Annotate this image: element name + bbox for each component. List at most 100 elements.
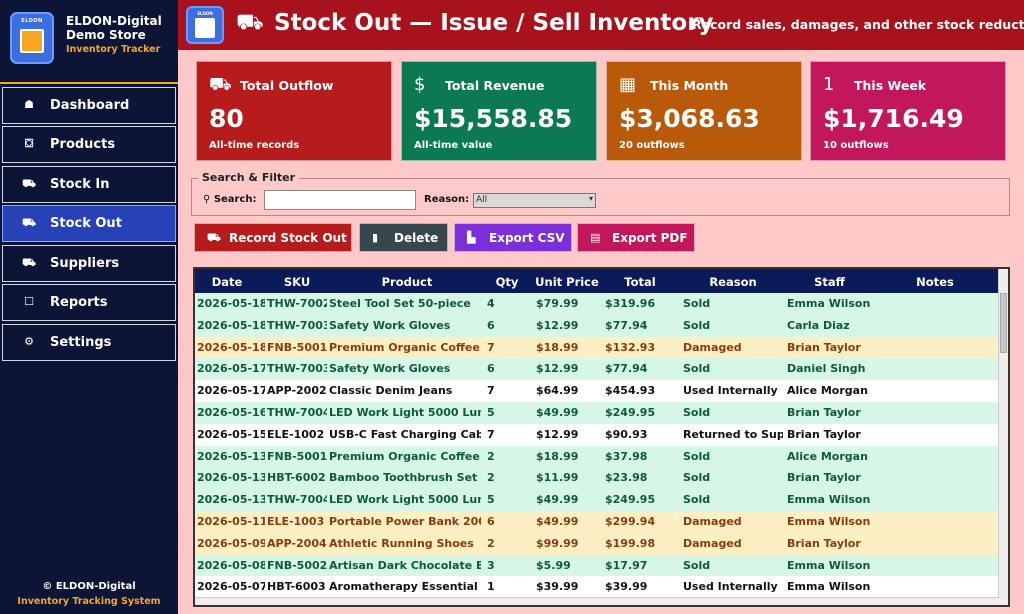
sidebar-item-settings[interactable]: ⚙ Settings bbox=[2, 324, 176, 361]
logo-text: ELDON bbox=[21, 18, 43, 24]
column-header-reason[interactable]: Reason bbox=[709, 275, 757, 289]
sidebar-item-suppliers[interactable]: ⛟ Suppliers bbox=[2, 245, 176, 282]
vertical-scrollbar[interactable] bbox=[998, 269, 1008, 605]
table-row[interactable]: 2026-05-15 ELE-1002 USB-C Fast Charging Ca… bbox=[195, 423, 1000, 446]
scroll-thumb[interactable] bbox=[1000, 293, 1007, 353]
footer-system-name: Inventory Tracking System bbox=[17, 596, 161, 607]
column-header-product[interactable]: Product bbox=[381, 275, 433, 289]
date-cell: 2026-05-11 bbox=[197, 515, 265, 528]
table-row[interactable]: 2026-05-18 THW-7002 Steel Tool Set 50-piec… bbox=[195, 293, 1000, 315]
reason-cell: Used Internally bbox=[683, 384, 778, 398]
total-cell: $17.97 bbox=[605, 558, 648, 572]
reason-select[interactable]: All ▾ bbox=[473, 193, 596, 208]
column-header-qty[interactable]: Qty bbox=[495, 275, 519, 289]
product-cell: Classic Denim Jeans bbox=[329, 384, 453, 398]
page-title: Stock Out — Issue / Sell Inventory bbox=[274, 10, 714, 36]
column-header-date[interactable]: Date bbox=[211, 275, 243, 289]
export-pdf-button[interactable]: ▤ Export PDF bbox=[577, 223, 695, 252]
delete-button[interactable]: ▮ Delete bbox=[359, 223, 448, 252]
sku-cell: THW-7003 bbox=[267, 362, 327, 376]
sidebar-item-reports[interactable]: ☐ Reports bbox=[2, 284, 176, 321]
record-stock-out-button[interactable]: ⛟ Record Stock Out bbox=[194, 223, 352, 252]
product-cell: Steel Tool Set 50-piece bbox=[329, 297, 471, 310]
stock-out-icon: ⛟ bbox=[236, 10, 264, 35]
sidebar-item-label: Reports bbox=[50, 295, 108, 310]
product-cell: USB-C Fast Charging Cable bbox=[329, 427, 481, 441]
total-cell: $299.94 bbox=[605, 515, 656, 528]
qty-cell: 2 bbox=[487, 471, 495, 485]
reason-cell: Used Internally bbox=[683, 580, 778, 594]
date-cell: 2026-05-18 bbox=[197, 318, 265, 332]
column-header-total[interactable]: Total bbox=[624, 275, 656, 289]
reason-cell: Sold bbox=[683, 297, 711, 310]
sidebar-item-label: Dashboard bbox=[50, 98, 130, 113]
product-cell: Athletic Running Shoes bbox=[329, 536, 474, 550]
stat-card-title: Total Outflow bbox=[240, 78, 334, 93]
reason-cell: Sold bbox=[683, 362, 711, 376]
footer-copyright: © ELDON-Digital bbox=[42, 581, 136, 592]
product-cell: Aromatherapy Essential Oi bbox=[329, 580, 481, 594]
date-cell: 2026-05-16 bbox=[197, 406, 265, 419]
box-icon: ⛋ bbox=[24, 137, 34, 150]
search-filter-group bbox=[191, 178, 1010, 216]
sku-cell: THW-7004 bbox=[267, 493, 327, 507]
unit-price-cell: $12.99 bbox=[536, 318, 579, 332]
table-row[interactable]: 2026-05-13 FNB-5001 Premium Organic Coffee… bbox=[195, 445, 1000, 468]
date-cell: 2026-05-17 bbox=[197, 384, 265, 398]
sidebar-item-products[interactable]: ⛋ Products bbox=[2, 126, 176, 163]
horizontal-scrollbar[interactable] bbox=[195, 597, 1000, 605]
unit-price-cell: $39.99 bbox=[536, 580, 579, 594]
column-header-unit-price[interactable]: Unit Price bbox=[535, 275, 599, 289]
sidebar-item-dashboard[interactable]: ☗ Dashboard bbox=[2, 87, 176, 124]
table-row[interactable]: 2026-05-18 THW-7003 Safety Work Gloves 6 $12… bbox=[195, 314, 1000, 337]
export-csv-button[interactable]: ▙ Export CSV bbox=[454, 223, 572, 252]
outflow-icon: ⛟ bbox=[209, 74, 232, 95]
column-header-sku[interactable]: SKU bbox=[283, 275, 311, 289]
sidebar-item-stock-out[interactable]: ⛟ Stock Out bbox=[2, 205, 176, 242]
stock-out-icon: ⛟ bbox=[22, 216, 36, 229]
chevron-down-icon: ▾ bbox=[588, 194, 593, 203]
brand-divider bbox=[0, 82, 178, 84]
table-row[interactable]: 2026-05-13 HBT-6002 Bamboo Toothbrush Set 2… bbox=[195, 467, 1000, 490]
sku-cell: FNB-5001 bbox=[267, 449, 327, 463]
unit-price-cell: $12.99 bbox=[536, 362, 579, 376]
brand: ELDON ELDON-Digital Demo Store Inventory… bbox=[0, 0, 178, 82]
stat-card-total-revenue: $ Total Revenue $15,558.85 All-time value bbox=[401, 61, 597, 161]
unit-price-cell: $11.99 bbox=[536, 471, 579, 485]
calendar-week-icon: 1 bbox=[823, 74, 835, 95]
sidebar-item-stock-in[interactable]: ⛟ Stock In bbox=[2, 166, 176, 203]
stat-card-this-week: 1 This Week $1,716.49 10 outflows bbox=[810, 61, 1006, 161]
qty-cell: 6 bbox=[487, 362, 495, 376]
total-cell: $23.98 bbox=[605, 471, 648, 485]
table-row[interactable]: 2026-05-11 ELE-1003 Portable Power Bank 20… bbox=[195, 511, 1000, 533]
table-row[interactable]: 2026-05-08 FNB-5002 Artisan Dark Chocolate… bbox=[195, 554, 1000, 577]
sku-cell: THW-7002 bbox=[267, 297, 327, 310]
sidebar: ELDON ELDON-Digital Demo Store Inventory… bbox=[0, 0, 178, 614]
table-row[interactable]: 2026-05-18 FNB-5001 Premium Organic Coffee… bbox=[195, 336, 1000, 359]
column-header-notes[interactable]: Notes bbox=[916, 275, 954, 289]
stat-card-value: 80 bbox=[209, 104, 244, 133]
table-row[interactable]: 2026-05-17 THW-7003 Safety Work Gloves 6 $12… bbox=[195, 358, 1000, 381]
product-cell: Safety Work Gloves bbox=[329, 318, 451, 332]
stat-card-subtitle: 20 outflows bbox=[619, 140, 685, 151]
sku-cell: THW-7004 bbox=[267, 406, 327, 419]
sku-cell: ELE-1003 bbox=[267, 515, 325, 528]
sidebar-item-label: Stock In bbox=[50, 177, 110, 192]
qty-cell: 7 bbox=[487, 427, 495, 441]
table-row[interactable]: 2026-05-07 HBT-6003 Aromatherapy Essential… bbox=[195, 576, 1000, 599]
staff-cell: Brian Taylor bbox=[787, 536, 861, 550]
button-label: Export CSV bbox=[489, 231, 565, 245]
table-row[interactable]: 2026-05-13 THW-7004 LED Work Light 5000 Lu… bbox=[195, 489, 1000, 511]
search-input[interactable] bbox=[264, 190, 416, 210]
column-header-staff[interactable]: Staff bbox=[814, 275, 845, 289]
date-cell: 2026-05-17 bbox=[197, 362, 265, 376]
table-row[interactable]: 2026-05-09 APP-2004 Athletic Running Shoes… bbox=[195, 532, 1000, 555]
staff-cell: Brian Taylor bbox=[787, 406, 861, 419]
table-row[interactable]: 2026-05-16 THW-7004 LED Work Light 5000 Lu… bbox=[195, 402, 1000, 424]
sku-cell: HBT-6003 bbox=[267, 580, 326, 594]
table-row[interactable]: 2026-05-17 APP-2002 Classic Denim Jeans 7 $6… bbox=[195, 380, 1000, 402]
sku-cell: HBT-6002 bbox=[267, 471, 326, 485]
stat-card-value: $1,716.49 bbox=[823, 104, 964, 133]
qty-cell: 6 bbox=[487, 515, 495, 528]
total-cell: $77.94 bbox=[605, 362, 648, 376]
